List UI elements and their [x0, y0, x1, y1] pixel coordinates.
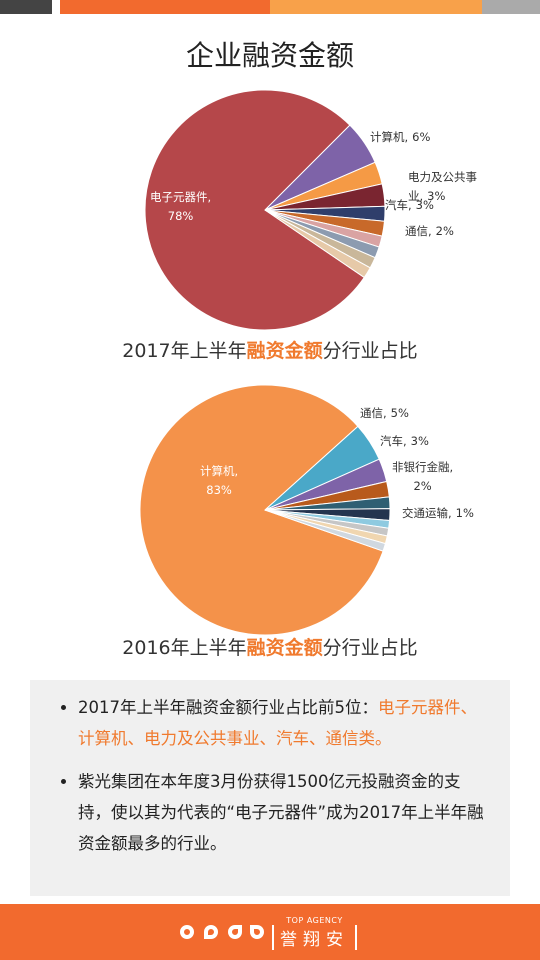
slice-label: 计算机, 6%	[370, 128, 430, 147]
pie-slice	[144, 89, 365, 331]
summary-box: 2017年上半年融资金额行业占比前5位：电子元器件、计算机、电力及公共事业、汽车…	[30, 680, 510, 896]
slice-label: 通信, 2%	[405, 222, 454, 241]
top-bar	[270, 0, 482, 14]
slice-value: 1%	[455, 506, 474, 520]
bullet-text: 2017年上半年融资金额行业占比前5位：	[78, 698, 378, 717]
caption-part: 分行业占比	[322, 637, 418, 659]
slice-category: 计算机,	[200, 464, 239, 478]
slice-value: 3%	[427, 189, 446, 203]
slice-value: 5%	[390, 406, 409, 420]
chart-caption: 2017年上半年融资金额分行业占比	[0, 336, 540, 363]
slice-value: 2%	[435, 224, 454, 238]
bullet: 2017年上半年融资金额行业占比前5位：电子元器件、计算机、电力及公共事业、汽车…	[78, 692, 492, 754]
slice-category: 电子元器件,	[150, 190, 212, 204]
slice-category: 通信,	[405, 224, 432, 238]
bullet-text: 紫光集团在本年度3月份获得1500亿元投融资金的支持，使以其为代表的“电子元器件…	[78, 772, 484, 853]
slice-value: 3%	[410, 434, 429, 448]
slice-category: 电力及公共事业,	[408, 170, 477, 203]
caption-part: 融资金额	[246, 340, 323, 362]
slice-value: 6%	[412, 130, 431, 144]
bullet-highlight: 电子元器件、计算机、电力及公共事业、汽车、通信类。	[78, 698, 477, 748]
pie-slice	[264, 209, 371, 279]
slice-label: 电力及公共事业, 3%	[408, 168, 488, 206]
slice-category: 汽车,	[385, 198, 412, 212]
logo-icon	[228, 925, 242, 939]
slice-label: 通信, 5%	[360, 404, 409, 423]
caption-part: 融资金额	[246, 637, 323, 659]
caption-part: 2016年上半年	[122, 637, 247, 659]
slice-label: 计算机, 83%	[200, 462, 238, 500]
brand-tagline: TOP AGENCY	[286, 916, 343, 925]
top-bar	[0, 0, 52, 14]
page-title: 企业融资金额	[185, 39, 354, 72]
slice-category: 通信,	[360, 406, 387, 420]
slice-label: 汽车, 3%	[380, 432, 429, 451]
slice-value: 78%	[167, 209, 194, 223]
top-bar	[60, 0, 270, 14]
slice-value: 2%	[413, 479, 432, 493]
slice-label: 电子元器件, 78%	[150, 188, 211, 226]
slice-category: 非银行金融,	[392, 460, 454, 474]
slice-value: 83%	[206, 483, 232, 497]
logo-icon	[250, 925, 264, 939]
bullet: 紫光集团在本年度3月份获得1500亿元投融资金的支持，使以其为代表的“电子元器件…	[78, 766, 492, 859]
footer: TOP AGENCY 誉翔安	[0, 904, 540, 960]
brand-name: 誉翔安	[272, 925, 357, 950]
bullet-list: 2017年上半年融资金额行业占比前5位：电子元器件、计算机、电力及公共事业、汽车…	[30, 680, 510, 859]
slice-category: 计算机,	[370, 130, 409, 144]
brand: TOP AGENCY 誉翔安	[272, 916, 357, 950]
chart-caption: 2016年上半年融资金额分行业占比	[0, 633, 540, 660]
slice-label: 汽车, 3%	[385, 196, 434, 215]
top-bar	[482, 0, 540, 14]
slice-label: 非银行金融, 2%	[392, 458, 453, 496]
caption-part: 2017年上半年	[122, 340, 247, 362]
slice-category: 汽车,	[380, 434, 407, 448]
logo-icon	[204, 925, 218, 939]
pie-slice	[139, 384, 384, 636]
caption-part: 分行业占比	[322, 340, 418, 362]
pie-slice	[264, 509, 387, 552]
slice-label: 交通运输, 1%	[402, 504, 474, 523]
slice-value: 3%	[415, 198, 434, 212]
charts	[139, 89, 391, 636]
logo-icon	[180, 925, 194, 939]
slice-category: 交通运输,	[402, 506, 452, 520]
